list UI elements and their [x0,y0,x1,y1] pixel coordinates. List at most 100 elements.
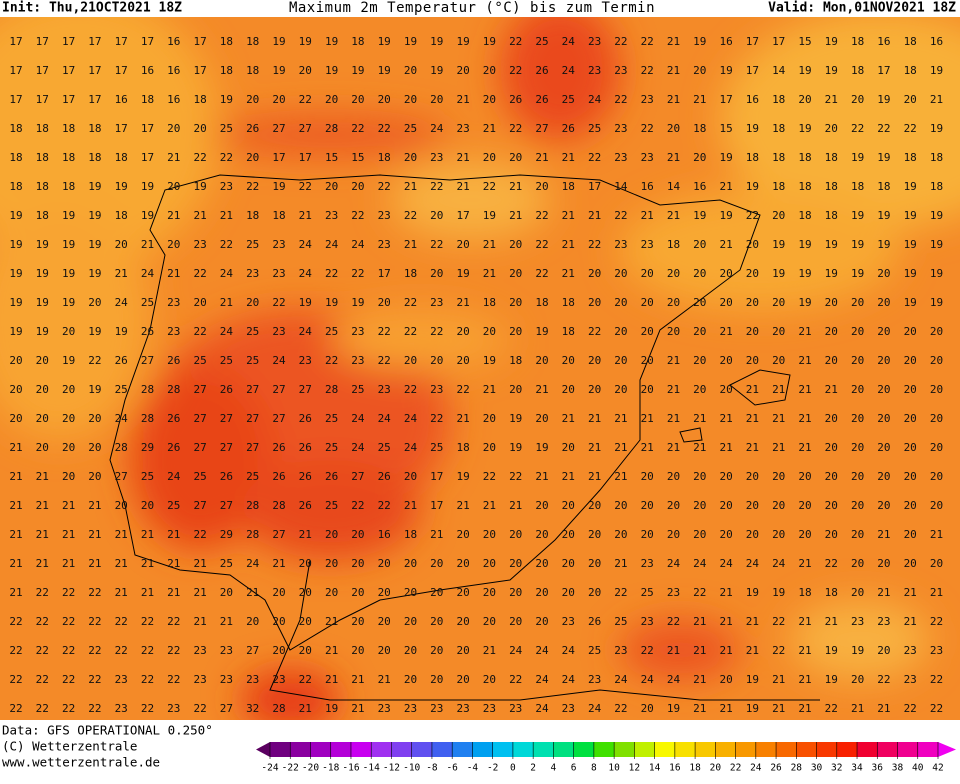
grid-value: 22 [272,296,285,309]
grid-value: 19 [693,35,706,48]
grid-value: 20 [430,644,443,657]
grid-value: 23 [351,354,364,367]
grid-value: 20 [62,383,75,396]
grid-value: 20 [483,412,496,425]
grid-value: 19 [430,64,443,77]
grid-value: 16 [693,180,706,193]
grid-value: 20 [641,325,654,338]
grid-value: 20 [693,296,706,309]
grid-value: 20 [430,354,443,367]
grid-value: 27 [246,412,259,425]
grid-value: 18 [220,64,233,77]
grid-value: 20 [535,615,548,628]
grid-value: 22 [351,499,364,512]
grid-value: 16 [877,35,890,48]
grid-value: 20 [299,644,312,657]
colorbar-swatch [270,742,291,757]
grid-value: 23 [246,267,259,280]
grid-value: 23 [430,151,443,164]
grid-value: 24 [509,644,523,657]
grid-value: 21 [404,499,417,512]
grid-value: 20 [404,93,417,106]
grid-value: 23 [851,615,864,628]
grid-value: 20 [115,238,128,251]
grid-value: 20 [798,499,811,512]
grid-value: 20 [404,673,417,686]
grid-value: 21 [193,615,206,628]
grid-value: 22 [246,180,259,193]
grid-value: 22 [378,354,391,367]
grid-value: 22 [509,35,522,48]
grid-value: 24 [588,702,602,715]
grid-value: 20 [772,209,785,222]
grid-value: 19 [851,267,864,280]
grid-value: 20 [641,528,654,541]
grid-value: 21 [772,441,785,454]
grid-value: 24 [351,238,365,251]
grid-value: 22 [825,557,838,570]
colorbar-tick-label: 16 [669,763,681,774]
grid-value: 20 [562,354,575,367]
grid-value: 17 [62,64,75,77]
grid-value: 21 [167,267,180,280]
grid-value: 17 [272,151,285,164]
coastline [109,174,761,651]
colorbar-tick-label: 8 [591,763,597,774]
grid-value: 25 [246,354,259,367]
colorbar-tick-label: 42 [932,763,943,774]
grid-value: 22 [9,615,22,628]
grid-value: 29 [220,528,233,541]
grid-value: 19 [62,267,75,280]
grid-value: 20 [588,296,601,309]
grid-value: 17 [430,499,443,512]
colorbar-swatch [553,742,575,757]
grid-value: 26 [299,412,312,425]
grid-value: 20 [9,383,22,396]
grid-value: 21 [667,354,680,367]
grid-value: 25 [430,441,443,454]
grid-value: 18 [351,35,364,48]
grid-value: 21 [141,238,154,251]
grid-value: 19 [88,325,101,338]
grid-value: 18 [798,151,811,164]
grid-value: 21 [667,35,680,48]
grid-value: 21 [719,441,732,454]
grid-value: 19 [904,296,917,309]
grid-value: 17 [746,35,759,48]
grid-value: 21 [193,209,206,222]
grid-value: 20 [719,673,732,686]
grid-value: 19 [798,296,811,309]
grid-value: 21 [167,557,180,570]
grid-value: 20 [483,615,496,628]
init-label: Init: Thu,21OCT2021 18Z [2,1,182,16]
grid-value: 28 [272,499,285,512]
colorbar-tick-label: 40 [912,763,924,774]
grid-value: 20 [509,586,522,599]
grid-value: 18 [378,151,391,164]
grid-value: 21 [798,557,811,570]
grid-value: 21 [404,238,417,251]
grid-value: 19 [825,644,838,657]
colorbar-swatch [411,742,433,757]
grid-value: 20 [88,470,101,483]
grid-value: 19 [904,238,917,251]
grid-value: 20 [430,93,443,106]
grid-value: 23 [193,673,206,686]
grid-value: 20 [746,325,759,338]
grid-value: 22 [509,470,522,483]
colorbar-swatch [290,742,311,757]
grid-value: 20 [88,296,101,309]
grid-value: 25 [325,325,338,338]
grid-value: 25 [378,441,391,454]
grid-value: 26 [588,615,601,628]
grid-value: 23 [641,615,654,628]
colorbar-swatch [857,742,878,757]
grid-value: 20 [798,470,811,483]
grid-value: 22 [299,673,312,686]
grid-value: 19 [877,209,890,222]
grid-value: 26 [325,470,338,483]
grid-value: 24 [115,412,129,425]
grid-value: 18 [693,122,706,135]
grid-value: 26 [509,93,522,106]
grid-value: 24 [719,557,733,570]
